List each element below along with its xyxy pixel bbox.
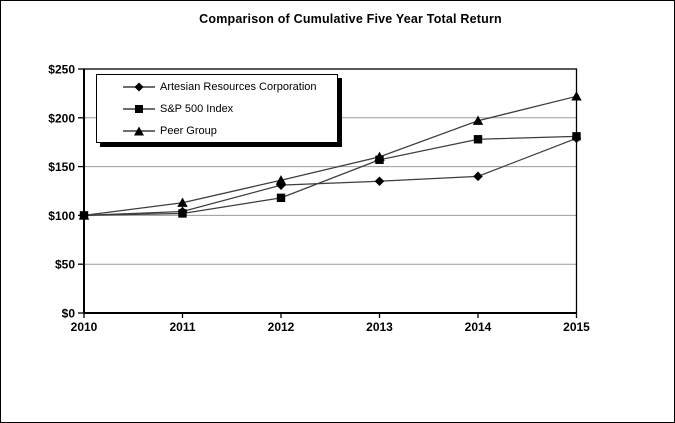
series-line-triangle [83,95,577,217]
triangle-data-point [571,91,582,101]
y-tick-label: $50 [55,258,75,272]
triangle-data-point [472,115,484,125]
legend: Artesian Resources Corporation S&P 500 I… [96,74,338,143]
triangle-marker-icon [123,126,155,135]
y-tick-label: $0 [62,307,76,321]
y-tick-label: $150 [48,160,75,174]
diamond-data-point [473,171,483,182]
x-tick-label: 2015 [563,320,590,334]
series-line-diamond [83,137,577,217]
diamond-marker-icon [123,82,155,91]
square-data-point [572,132,581,141]
square-data-point [276,193,286,203]
triangle-data-point [78,210,90,220]
legend-item-sp500: S&P 500 Index [97,98,337,119]
y-tick-label: $250 [48,63,75,77]
x-tick-label: 2010 [71,320,98,334]
square-marker-icon [123,104,155,113]
legend-label: Artesian Resources Corporation [160,80,317,93]
square-data-point [178,209,187,218]
x-tick-label: 2012 [268,320,295,334]
triangle-data-point [275,175,287,185]
legend-item-peer-group: Peer Group [97,120,337,141]
y-tick-label: $100 [48,209,75,223]
diamond-data-point [374,176,385,187]
x-tick-label: 2014 [465,320,492,334]
chart-title: Comparison of Cumulative Five Year Total… [199,12,502,26]
legend-label: Peer Group [160,124,217,137]
triangle-data-point [374,151,385,162]
x-tick-label: 2013 [366,320,393,334]
x-tick-label: 2011 [169,320,195,334]
series-line-square [83,135,577,217]
y-tick-label: $200 [48,111,75,125]
legend-label: S&P 500 Index [160,102,234,115]
legend-item-artesian: Artesian Resources Corporation [97,76,337,97]
square-data-point [473,135,483,144]
diamond-data-point [276,180,286,190]
triangle-data-point [177,197,188,207]
